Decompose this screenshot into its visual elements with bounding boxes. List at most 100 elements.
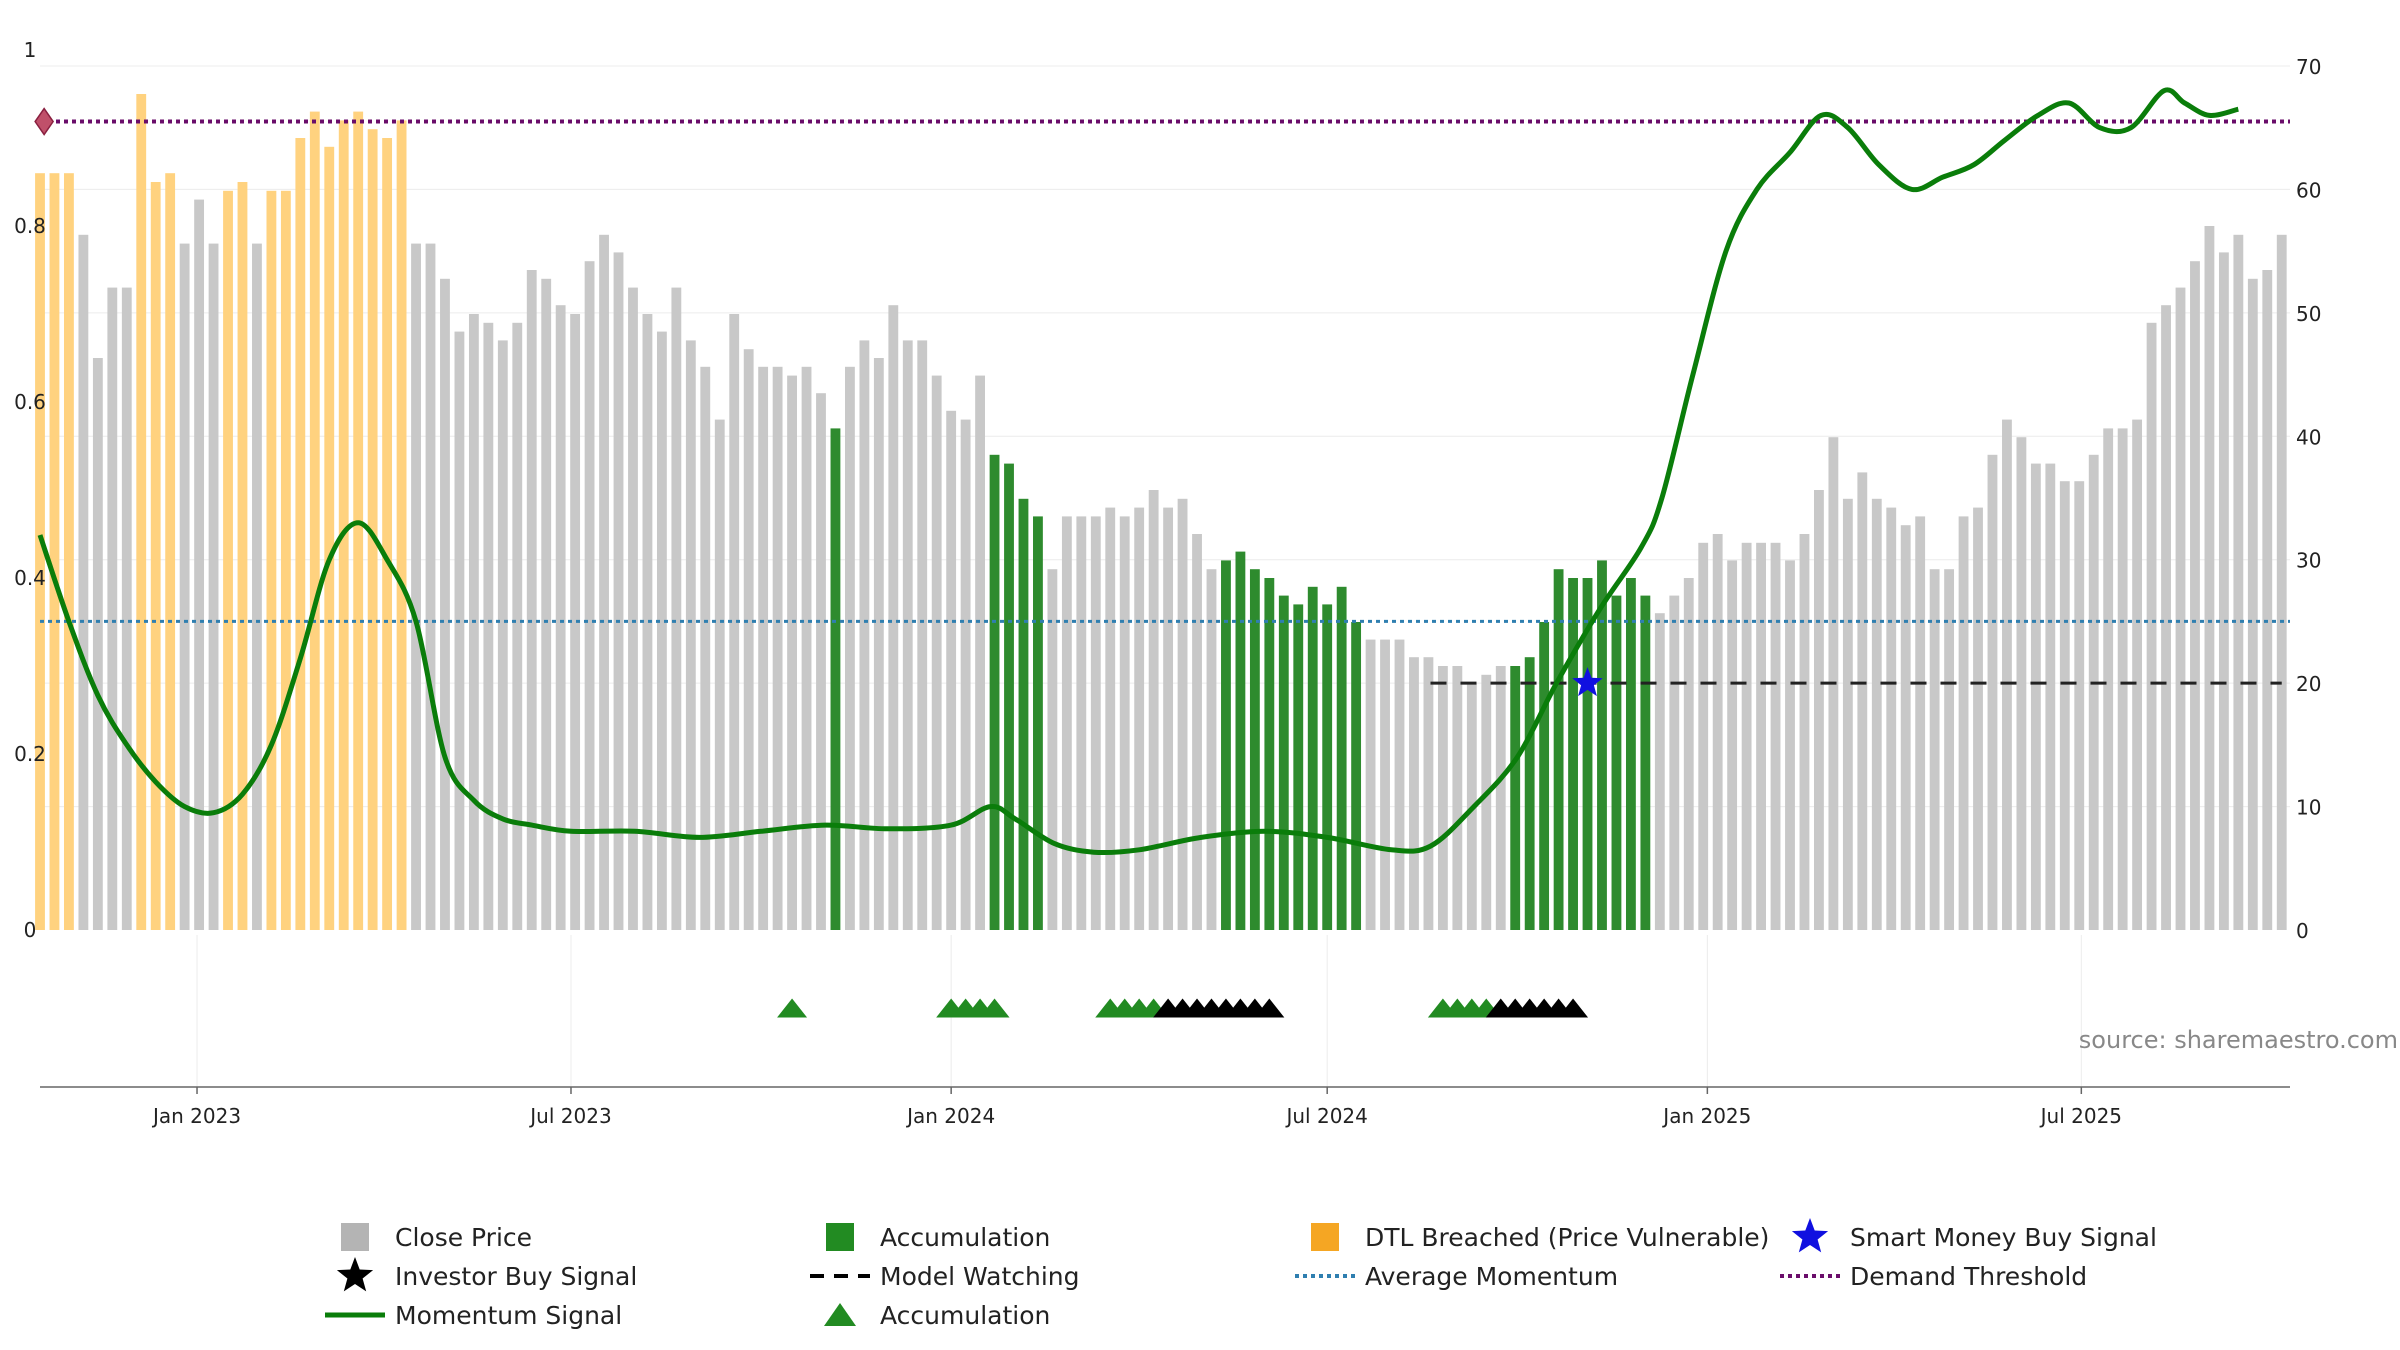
close-price-bar — [1683, 578, 1694, 930]
close-price-bar — [1336, 586, 1347, 930]
close-price-bar — [1799, 534, 1810, 930]
legend-swatch-investor-buy-signal — [336, 1257, 374, 1292]
close-price-bar — [1004, 463, 1014, 930]
y-right-tick-label: 70 — [2296, 55, 2321, 79]
close-price-bar — [2276, 234, 2287, 931]
close-price-bar — [628, 287, 638, 931]
close-price-bar — [584, 261, 595, 930]
close-price-bar — [1394, 639, 1405, 930]
close-price-bar — [902, 340, 913, 930]
close-price-bar — [1539, 622, 1550, 930]
close-price-bar — [1134, 507, 1145, 930]
momentum-signal-line — [37, 87, 2239, 856]
close-price-bar — [1597, 560, 1607, 930]
close-price-bar — [787, 375, 797, 931]
close-price-bar — [2103, 428, 2114, 930]
close-price-bar — [743, 349, 754, 930]
close-price-bar — [1437, 666, 1448, 930]
legend-label: Investor Buy Signal — [395, 1262, 637, 1291]
close-price-bar — [1987, 454, 1998, 930]
close-price-bar — [656, 331, 667, 931]
y-right-tick-label: 0 — [2296, 919, 2309, 943]
close-price-bar — [266, 190, 277, 931]
close-price-bar — [1278, 595, 1289, 930]
y-left-tick-label: 1 — [24, 38, 37, 62]
close-price-bar — [1944, 569, 1955, 930]
close-price-bar — [1568, 578, 1578, 930]
y-left-tick-label: 0.8 — [14, 214, 46, 238]
close-price-bar — [2117, 428, 2128, 930]
close-price-bar — [208, 243, 219, 931]
close-price-bar — [2045, 463, 2056, 930]
close-price-bar — [121, 287, 132, 931]
close-price-bar — [1090, 516, 1101, 930]
legend-swatch-accumulation — [824, 1303, 856, 1326]
close-price-bar — [830, 428, 841, 930]
close-price-bar — [2132, 419, 2143, 930]
close-price-bar — [1973, 507, 1983, 930]
close-price-bar — [1235, 551, 1246, 930]
legend-label: DTL Breached (Price Vulnerable) — [1365, 1223, 1769, 1252]
close-price-bar — [1264, 578, 1275, 930]
investor-buy-marker — [1558, 998, 1589, 1018]
close-price-bar — [1221, 560, 1231, 930]
close-price-bar — [1047, 569, 1058, 930]
legend-label: Model Watching — [880, 1262, 1080, 1291]
close-price-bar — [1380, 639, 1390, 930]
close-price-bar — [440, 278, 450, 930]
close-price-bar — [237, 182, 248, 930]
close-price-bar — [2233, 234, 2244, 931]
legend-label: Average Momentum — [1365, 1262, 1618, 1291]
close-price-bar — [2088, 454, 2099, 930]
x-tick-label: Jul 2024 — [1284, 1104, 1367, 1128]
axes: Jan 2023 Jul 2023 Jan 2024 Jul 2024 Jan 2025… — [14, 38, 2321, 1128]
legend-swatch-close-price — [341, 1223, 369, 1251]
close-price-bar — [1886, 507, 1897, 930]
y-left-tick-label: 0.2 — [14, 742, 46, 766]
dtl-breach-marker — [34, 107, 55, 136]
close-price-bar — [931, 375, 942, 931]
close-price-bar — [1871, 498, 1882, 930]
close-price-bar — [324, 146, 335, 931]
close-price-bar — [1307, 586, 1318, 930]
close-price-bar — [1756, 542, 1766, 930]
close-price-bar — [1611, 595, 1622, 930]
source-label: source: sharemaestro.com — [2079, 1026, 2398, 1054]
y-left-tick-label: 0.6 — [14, 390, 46, 414]
close-price-bar — [714, 419, 725, 930]
legend-label: Smart Money Buy Signal — [1850, 1223, 2157, 1252]
close-price-bar — [2262, 270, 2273, 930]
close-price-bar — [2030, 463, 2041, 930]
legend-label: Close Price — [395, 1223, 532, 1252]
close-price-bar — [280, 190, 291, 931]
close-price-bar — [2161, 305, 2171, 930]
close-price-bar — [223, 190, 233, 931]
close-price-bar — [1510, 666, 1521, 930]
accumulation-triangle-marker — [777, 998, 808, 1018]
close-price-bar — [541, 278, 552, 930]
close-price-bar — [1452, 666, 1463, 930]
close-price-bar — [1351, 622, 1362, 930]
close-price-bar — [49, 173, 60, 930]
close-price-bar — [1409, 657, 1419, 930]
legend-label: Accumulation — [880, 1223, 1050, 1252]
close-price-bar — [1770, 542, 1781, 930]
close-price-bar — [1105, 507, 1116, 930]
x-tick-label: Jul 2023 — [528, 1104, 611, 1128]
close-price-bar — [1148, 490, 1159, 930]
legend-label: Demand Threshold — [1850, 1262, 2087, 1291]
x-tick-label: Jul 2025 — [2039, 1104, 2122, 1128]
y-right-tick-label: 40 — [2296, 425, 2321, 449]
close-price-bar — [1900, 525, 1911, 930]
close-price-bar — [1857, 472, 1868, 930]
close-price-bar — [642, 314, 653, 930]
bars — [35, 94, 2287, 931]
close-price-bar — [136, 94, 147, 930]
close-price-bar — [396, 120, 407, 930]
close-price-bar — [1842, 498, 1853, 930]
close-price-bar — [1582, 578, 1593, 930]
close-price-bar — [309, 111, 320, 931]
close-price-bar — [1785, 560, 1795, 930]
close-price-bar — [1119, 516, 1130, 930]
close-price-bar — [1206, 569, 1217, 930]
